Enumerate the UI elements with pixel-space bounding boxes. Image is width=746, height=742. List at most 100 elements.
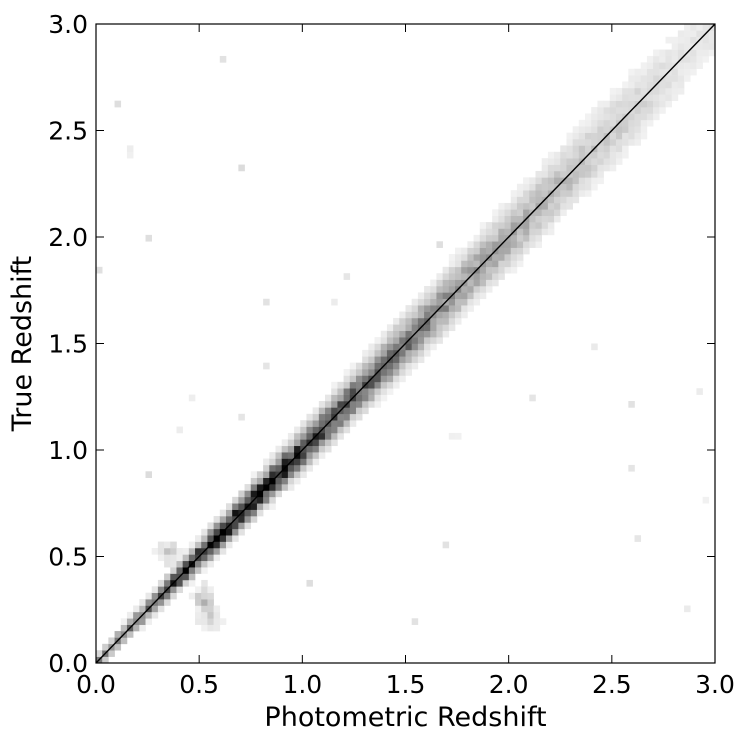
density-cell (114, 643, 122, 651)
density-cell (634, 126, 642, 133)
density-cell (362, 401, 369, 408)
density-cell (213, 528, 221, 536)
density-cell (442, 541, 450, 549)
density-cell (306, 458, 313, 466)
density-cell (492, 266, 499, 274)
density-cell (467, 285, 474, 293)
density-cell (591, 126, 598, 133)
density-cell (312, 426, 320, 434)
density-cell (461, 273, 468, 280)
density-cell (634, 87, 642, 95)
density-cell (225, 541, 233, 549)
density-cell (492, 279, 499, 287)
density-cell (337, 432, 344, 440)
density-cell (609, 113, 617, 121)
density-cell (702, 496, 710, 504)
density-cell (498, 209, 505, 216)
density-cell (646, 75, 654, 82)
density-cell (585, 139, 592, 146)
density-cell (461, 260, 468, 268)
density-cell (207, 560, 214, 568)
density-cell (399, 337, 406, 344)
density-cell (461, 247, 468, 255)
density-cell (677, 30, 685, 38)
density-cell (349, 375, 357, 383)
density-cell (628, 100, 635, 108)
density-cell (331, 439, 338, 447)
density-cell (659, 81, 666, 89)
density-cell (417, 298, 425, 306)
density-cell (325, 407, 332, 415)
density-cell (640, 107, 648, 114)
density-cell (523, 177, 530, 185)
density-cell (529, 177, 536, 185)
density-cell (473, 241, 481, 248)
density-cell (560, 196, 567, 204)
density-cell (170, 573, 177, 581)
density-cell (523, 228, 530, 236)
density-cell (535, 241, 542, 248)
density-cell (417, 337, 425, 344)
density-cell (337, 420, 344, 427)
density-cell (547, 196, 555, 204)
density-cell (504, 241, 512, 248)
density-cell (195, 541, 202, 549)
density-cell (684, 62, 691, 70)
density-cell (541, 158, 549, 165)
density-cell (554, 196, 561, 204)
density-cell (634, 68, 642, 76)
density-cell (219, 618, 227, 625)
density-cell (696, 55, 703, 63)
density-cell (312, 452, 320, 459)
density-cell (498, 234, 505, 242)
density-cell (696, 43, 703, 50)
density-cell (455, 266, 462, 274)
density-cell (355, 381, 363, 389)
density-cell (560, 183, 567, 191)
density-cell (312, 407, 320, 415)
density-cell (578, 183, 586, 191)
density-cell (516, 241, 524, 248)
density-cell (504, 260, 512, 268)
density-cell (473, 254, 481, 261)
density-cell (275, 445, 282, 453)
density-cell (393, 381, 400, 389)
density-cell (337, 388, 344, 395)
density-cell (188, 541, 196, 549)
density-cell (114, 100, 122, 108)
density-cell (541, 177, 549, 185)
density-cell (591, 170, 598, 178)
density-cell (405, 356, 412, 363)
density-cell (225, 516, 233, 523)
density-cell (585, 164, 592, 172)
density-cell (448, 285, 456, 293)
density-cell (343, 407, 351, 415)
density-cell (566, 202, 573, 210)
density-cell (455, 254, 462, 261)
density-cell (250, 471, 258, 478)
density-cell (560, 158, 567, 165)
density-cell (164, 573, 171, 581)
density-cell (405, 349, 412, 357)
density-cell (585, 170, 592, 178)
density-cell (585, 113, 592, 121)
density-cell (318, 432, 326, 440)
density-cell (145, 618, 153, 625)
density-cell (256, 496, 264, 504)
density-cell (566, 132, 573, 140)
density-cell (374, 337, 382, 344)
density-cell (275, 477, 282, 485)
density-cell (201, 554, 208, 562)
density-cell (355, 362, 363, 370)
density-cell (380, 349, 388, 357)
density-cell (263, 496, 270, 504)
density-cell (702, 49, 710, 57)
density-cell (157, 579, 165, 587)
density-cell (219, 535, 227, 542)
density-cell (213, 611, 221, 619)
density-cell (622, 145, 629, 153)
density-cell (399, 356, 406, 363)
density-cell (225, 535, 233, 542)
density-cell (467, 247, 474, 255)
density-cell (560, 202, 567, 210)
